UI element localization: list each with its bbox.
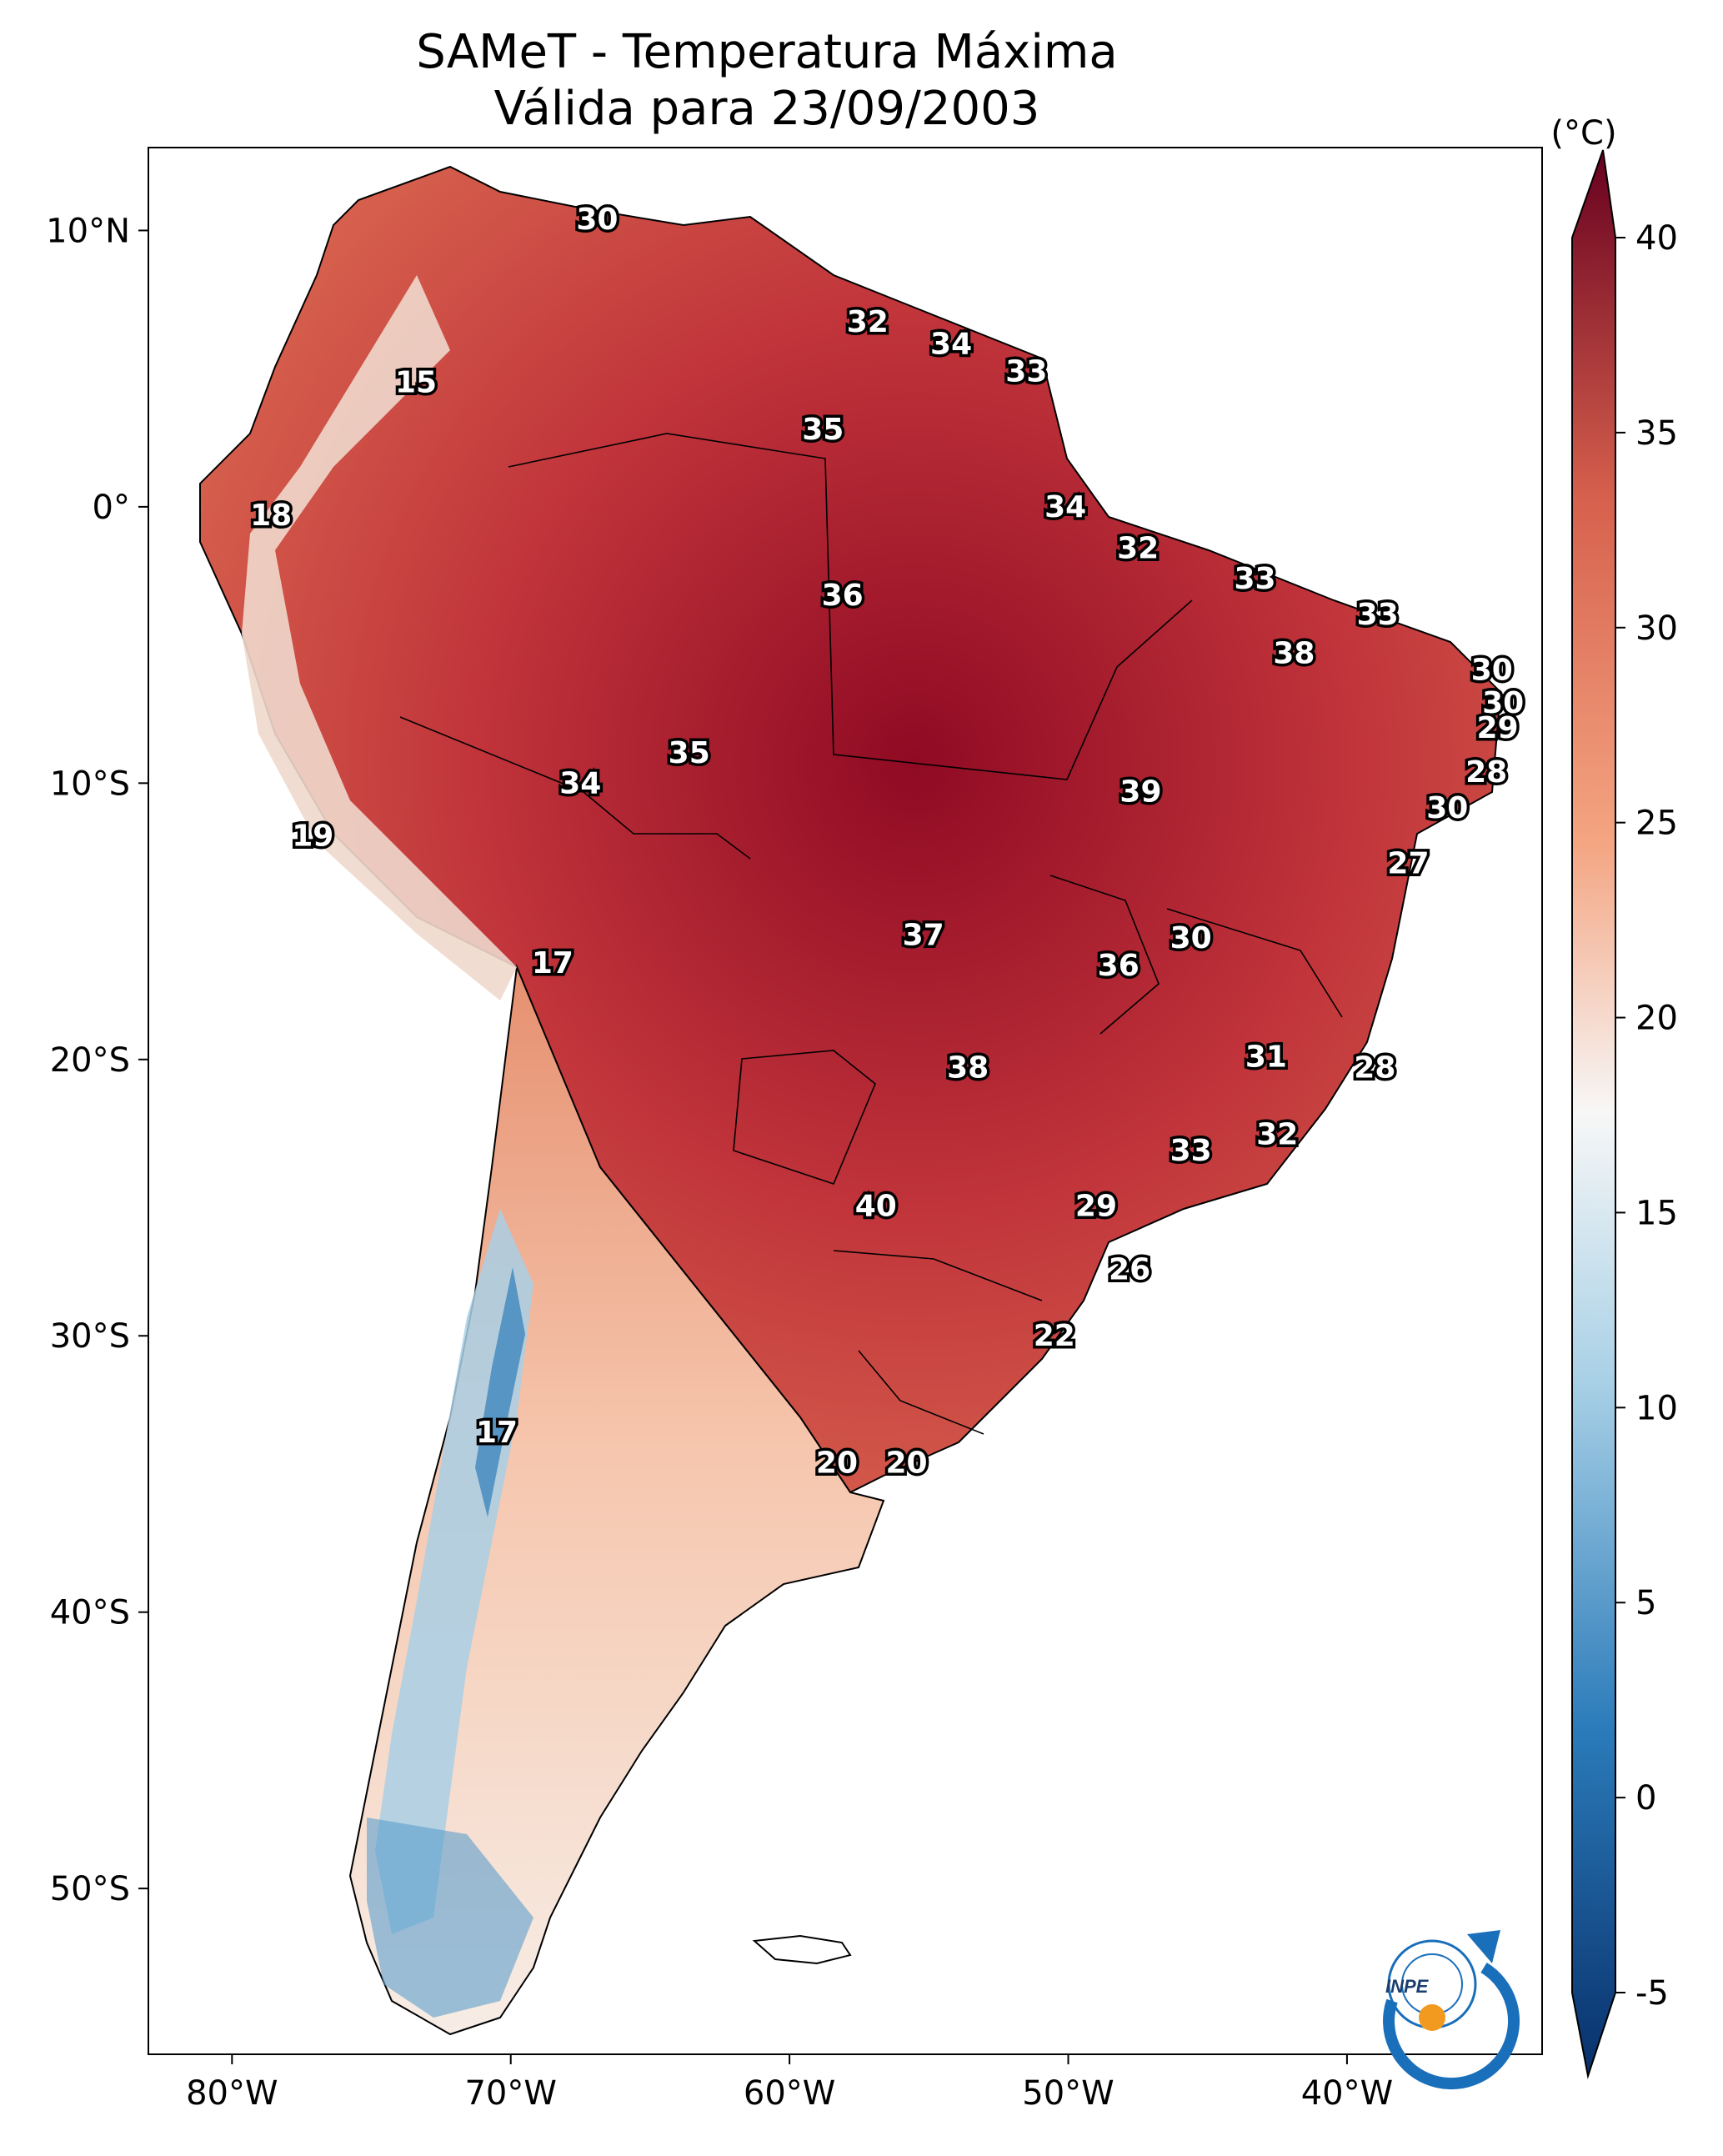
colorbar-unit: (°C)	[1550, 114, 1616, 153]
country-borders	[399, 433, 1343, 1435]
lon-tick-label: 40°W	[1301, 2074, 1393, 2113]
map-content	[199, 165, 1502, 2036]
lat-tick-label: 50°S	[50, 1870, 130, 1908]
longitude-ticks: 80°W 70°W 60°W 50°W 40°W	[186, 2054, 1393, 2113]
inpe-logo-text: INPE	[1385, 1976, 1430, 1997]
colorbar-tick-label: 0	[1635, 1779, 1656, 1818]
colorbar-tick-label: 20	[1635, 1000, 1678, 1038]
map-title: SAMeT - Temperatura Máxima	[416, 25, 1118, 79]
temperature-label: 33	[1235, 562, 1276, 596]
lat-tick-label: 10°N	[46, 212, 130, 250]
temperature-label: 20	[886, 1447, 928, 1481]
temperature-label: 36	[1098, 949, 1139, 983]
andes-north-band	[242, 275, 517, 1000]
temperature-label: 30	[1482, 686, 1524, 720]
temperature-label: 34	[559, 766, 601, 800]
lon-tick-label: 60°W	[744, 2074, 835, 2113]
lon-tick-label: 50°W	[1022, 2074, 1114, 2113]
colorbar-tick-label: -5	[1635, 1974, 1669, 2013]
temperature-label: 15	[395, 366, 437, 400]
temperature-label: 27	[1387, 846, 1429, 880]
temperature-label: 36	[822, 579, 864, 613]
temperature-label: 33	[1170, 1134, 1212, 1168]
temperature-label: 34	[1044, 490, 1086, 524]
lon-tick-label: 80°W	[186, 2074, 278, 2113]
temperature-label: 30	[1170, 921, 1212, 955]
temperature-label: 17	[476, 1416, 518, 1450]
temperature-label: 30	[576, 203, 618, 237]
temperature-label: 38	[1273, 637, 1315, 671]
temperature-label: 19	[292, 819, 333, 853]
map-subtitle: Válida para 23/09/2003	[493, 82, 1040, 136]
colorbar-tick-label: 5	[1635, 1584, 1656, 1622]
temperature-label: 35	[802, 413, 844, 447]
lat-tick-label: 10°S	[50, 765, 130, 803]
temperature-label: 37	[903, 919, 944, 953]
temperature-label: 30	[1471, 653, 1513, 687]
temperature-label: 32	[1256, 1117, 1298, 1151]
colorbar: (°C) 40 35 30 25 20 15 10 5 0 -5	[1550, 114, 1678, 2079]
temperature-label: 31	[1245, 1040, 1287, 1074]
temperature-label: 29	[1476, 711, 1518, 745]
temperature-label: 33	[1357, 598, 1399, 632]
lon-tick-label: 70°W	[464, 2074, 556, 2113]
temperature-label: 29	[1075, 1189, 1117, 1223]
temperature-label: 33	[1005, 354, 1047, 389]
colorbar-ticks: 40 35 30 25 20 15 10 5 0 -5	[1615, 219, 1678, 2013]
temperature-label: 28	[1354, 1051, 1395, 1086]
colorbar-tick-label: 10	[1635, 1389, 1678, 1427]
temperature-label: 38	[947, 1051, 989, 1086]
temperature-label: 39	[1119, 775, 1161, 809]
temperature-label: 22	[1034, 1319, 1075, 1353]
lat-tick-label: 30°S	[50, 1317, 130, 1356]
inpe-logo-icon: INPE	[1383, 1930, 1520, 2090]
temperature-label: 32	[1117, 532, 1159, 566]
latitude-ticks: 10°N 0° 10°S 20°S 30°S 40°S 50°S	[46, 212, 148, 1908]
colorbar-bar	[1571, 149, 1616, 2079]
temperature-label: 26	[1109, 1253, 1150, 1287]
falkland-islands	[752, 1934, 852, 1965]
colorbar-tick-label: 30	[1635, 609, 1678, 648]
temperature-label: 17	[532, 946, 573, 980]
temperature-label: 28	[1465, 755, 1507, 790]
temperature-label: 30	[1426, 791, 1468, 825]
temperature-label: 40	[855, 1189, 897, 1223]
temperature-label: 35	[669, 736, 710, 770]
lat-tick-label: 0°	[93, 489, 130, 527]
colorbar-tick-label: 40	[1635, 219, 1678, 258]
lat-tick-label: 20°S	[50, 1041, 130, 1080]
temperature-label: 20	[816, 1447, 858, 1481]
colorbar-tick-label: 25	[1635, 805, 1678, 843]
temperature-label: 32	[847, 305, 889, 339]
lat-tick-label: 40°S	[50, 1594, 130, 1632]
andes-coldest-band	[475, 1267, 525, 1517]
southern-cone-land	[348, 964, 885, 2036]
southern-patagonia-blue	[367, 1818, 533, 2018]
temperature-label: 34	[930, 327, 972, 361]
colorbar-tick-label: 35	[1635, 414, 1678, 453]
temperature-label: 18	[250, 499, 292, 533]
colorbar-tick-label: 15	[1635, 1194, 1678, 1232]
